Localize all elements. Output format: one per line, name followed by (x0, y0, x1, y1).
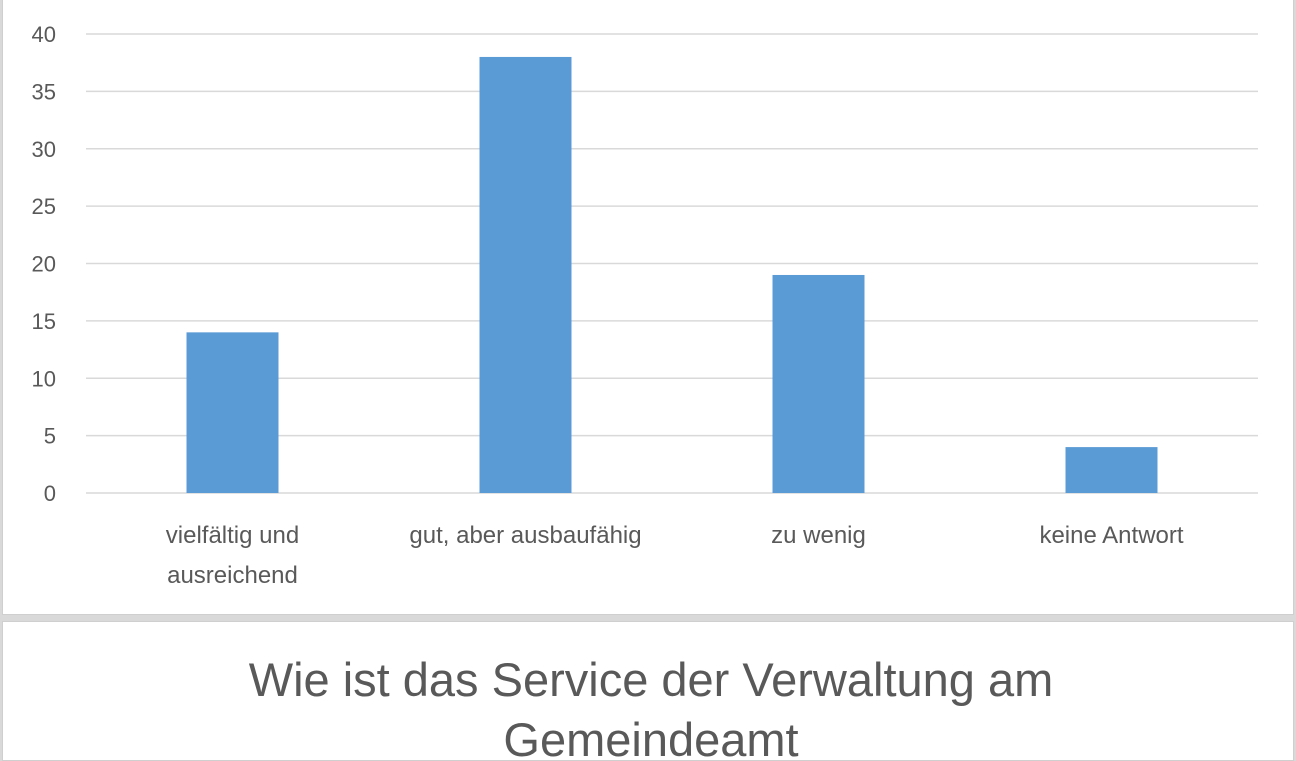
x-tick-label-line: vielfältig und (166, 522, 299, 549)
x-tick-label: zu wenig (771, 522, 866, 549)
y-tick-label: 15 (32, 309, 56, 334)
x-tick-label-line: gut, aber ausbaufähig (409, 522, 641, 549)
x-tick-label-line: keine Antwort (1039, 522, 1183, 549)
bar (772, 274, 865, 493)
x-tick-label: keine Antwort (1039, 522, 1183, 549)
y-tick-label: 10 (32, 366, 56, 391)
bar (186, 332, 279, 493)
y-tick-label: 0 (44, 481, 56, 506)
title-panel: Wie ist das Service der Verwaltung am Ge… (2, 621, 1294, 761)
bar-chart: 0 5 10 15 20 25 30 35 40 vielfältig und ausreichen… (32, 22, 1258, 589)
bar (479, 56, 572, 493)
plot-area-panel (2, 0, 1294, 615)
y-tick-label: 30 (32, 137, 56, 162)
y-tick-label: 40 (32, 22, 56, 47)
chart-title: Wie ist das Service der Verwaltung am Ge… (248, 653, 1054, 761)
y-tick-label: 5 (44, 424, 56, 449)
bar (1065, 447, 1158, 493)
y-tick-label: 25 (32, 194, 56, 219)
y-tick-label: 35 (32, 79, 56, 104)
x-tick-label-line: zu wenig (771, 522, 866, 549)
x-tick-label-line: ausreichend (167, 562, 298, 589)
x-tick-label: gut, aber ausbaufähig (409, 522, 641, 549)
x-tick-label: vielfältig und ausreichend (166, 522, 299, 589)
y-tick-label: 20 (32, 252, 56, 277)
